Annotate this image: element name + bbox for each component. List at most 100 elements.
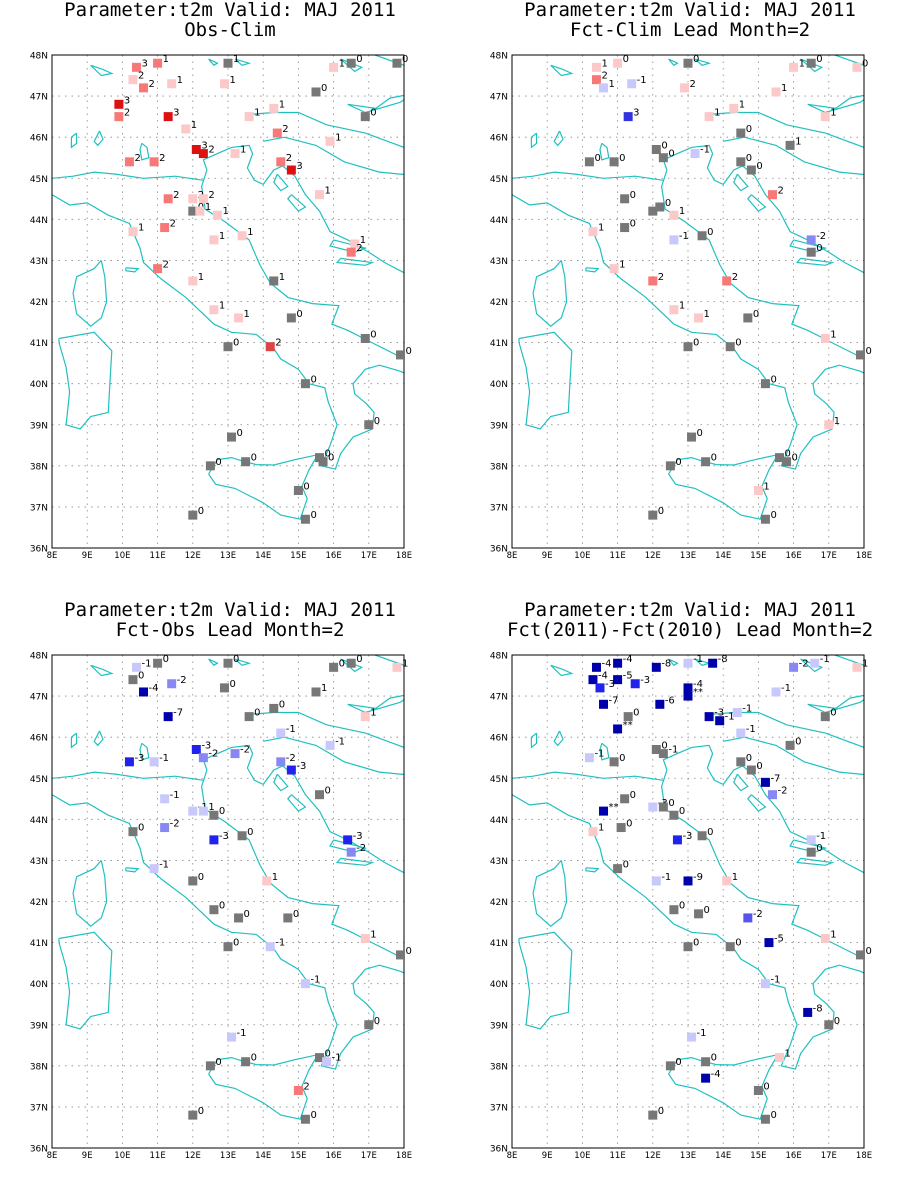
coastline: [694, 658, 712, 666]
station-marker: [131, 662, 141, 672]
station-value-label: 1: [830, 329, 836, 340]
lat-tick-label: 36N: [490, 1145, 508, 1155]
station-marker: [701, 1057, 711, 1067]
station-marker: [128, 675, 138, 685]
station-marker: [725, 942, 735, 952]
panel-title: Parameter:t2m Valid: MAJ 2011: [64, 0, 396, 21]
station-marker: [599, 83, 609, 93]
coastline: [733, 173, 749, 192]
station-value-label: -2: [208, 749, 218, 760]
station-marker: [188, 806, 198, 816]
lon-tick-label: 17E: [361, 551, 377, 561]
lon-tick-label: 13E: [680, 1151, 696, 1161]
station-marker: [128, 827, 138, 837]
station-marker: [230, 749, 240, 759]
station-marker: [753, 1085, 763, 1095]
station-marker: [269, 103, 279, 113]
panel-title: Parameter:t2m Valid: MAJ 2011: [64, 599, 396, 621]
station-marker: [153, 264, 163, 274]
station-marker: [584, 753, 594, 763]
station-value-label: -1: [159, 753, 169, 764]
station-marker: [806, 847, 816, 857]
station-marker: [265, 942, 275, 952]
station-marker: [325, 740, 335, 750]
station-value-label: -1: [286, 724, 296, 735]
coastline: [530, 732, 538, 749]
station-marker: [683, 683, 693, 693]
station-value-label: 0: [770, 1110, 776, 1121]
station-marker: [269, 703, 279, 713]
lon-tick-label: 18E: [856, 551, 872, 561]
coastline: [234, 658, 252, 666]
lon-tick-label: 10E: [114, 1151, 130, 1161]
station-marker: [630, 679, 640, 689]
coastline: [550, 664, 574, 677]
station-value-label: 0: [630, 790, 636, 801]
station-value-label: -1: [335, 736, 345, 747]
station-marker: [591, 62, 601, 72]
station-value-label: 2: [777, 186, 783, 197]
station-value-label: 0: [816, 54, 822, 65]
station-marker: [651, 144, 661, 154]
lon-tick-label: 14E: [715, 1151, 731, 1161]
station-marker: [820, 333, 830, 343]
coastline: [234, 58, 252, 66]
coastline: [660, 144, 864, 360]
station-marker: [286, 313, 296, 323]
station-value-label: -3: [605, 679, 615, 690]
lon-tick-label: 15E: [290, 1151, 306, 1161]
station-marker: [219, 79, 229, 89]
coastline: [512, 794, 864, 1070]
station-marker: [360, 333, 370, 343]
station-marker: [736, 757, 746, 767]
station-marker: [753, 485, 763, 495]
station-marker: [329, 62, 339, 72]
station-marker: [679, 83, 689, 93]
station-value-label: 1: [679, 301, 685, 312]
station-value-label: 1: [619, 260, 625, 271]
coastline: [723, 136, 864, 176]
station-marker: [665, 461, 675, 471]
lat-tick-label: 47N: [30, 693, 48, 703]
station-marker: [806, 835, 816, 845]
station-marker: [613, 724, 623, 734]
lat-tick-label: 45N: [30, 775, 48, 785]
station-value-label: 0: [816, 843, 822, 854]
station-marker: [760, 1114, 770, 1124]
coastline: [200, 144, 404, 360]
station-value-label: -1: [594, 749, 604, 760]
coastline: [93, 730, 104, 747]
station-marker: [300, 1114, 310, 1124]
station-marker: [736, 728, 746, 738]
station-marker: [704, 712, 714, 722]
station-value-label: -1: [159, 860, 169, 871]
station-value-label: 0: [711, 453, 717, 464]
lat-tick-label: 36N: [30, 1145, 48, 1155]
lon-tick-label: 13E: [220, 1151, 236, 1161]
station-value-label: 1: [609, 79, 615, 90]
station-value-label: 0: [661, 740, 667, 751]
station-marker: [746, 165, 756, 175]
station-marker: [300, 379, 310, 389]
station-value-label: 3: [141, 58, 147, 69]
map-plot: 36N 37N 38N 39N 40N 41N 42N 43N 44N 45N 46N 47N 48N 8…: [30, 652, 412, 1162]
station-value-label: 1: [601, 58, 607, 69]
lon-tick-label: 14E: [715, 551, 731, 561]
station-marker: [775, 453, 785, 463]
panel-title: Parameter:t2m Valid: MAJ 2011: [524, 0, 856, 21]
station-value-label: 1: [598, 223, 604, 234]
lat-tick-label: 39N: [30, 1021, 48, 1031]
lon-tick-label: 12E: [645, 551, 661, 561]
station-value-label: 2: [208, 190, 214, 201]
station-marker: [725, 342, 735, 352]
station-value-label: **: [623, 720, 633, 731]
station-value-label: 1: [321, 683, 327, 694]
station-marker: [648, 276, 658, 286]
lon-tick-label: 14E: [255, 551, 271, 561]
lon-tick-label: 10E: [574, 1151, 590, 1161]
station-marker: [160, 223, 170, 233]
station-marker: [736, 128, 746, 138]
station-marker: [230, 149, 240, 159]
station-marker: [701, 457, 711, 467]
station-value-label: 0: [405, 346, 411, 357]
